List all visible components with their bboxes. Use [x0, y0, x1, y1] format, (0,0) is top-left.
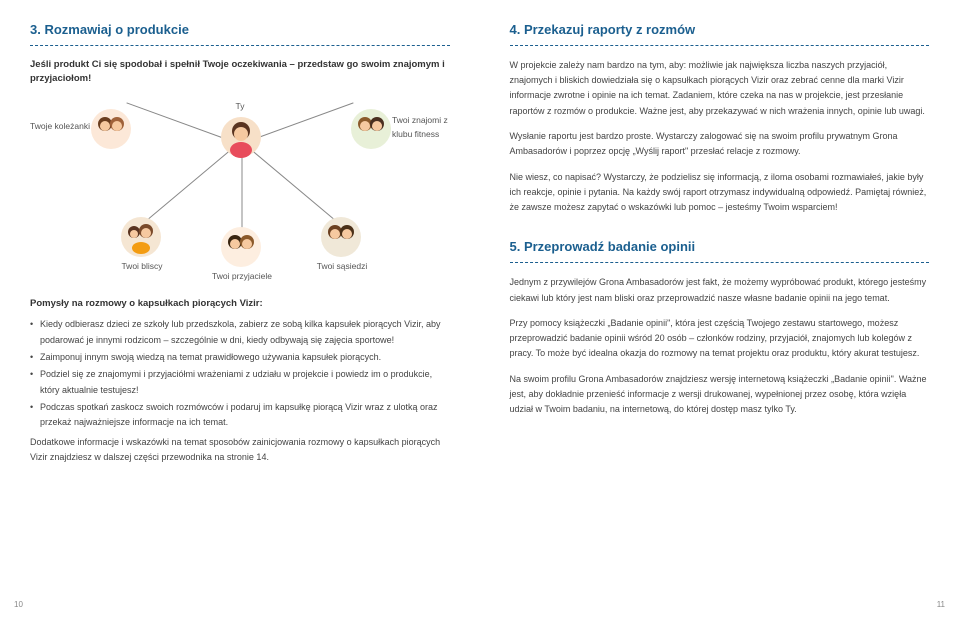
list-item: Podziel się ze znajomymi i przyjaciółmi … — [30, 367, 450, 398]
section-4-p3: Nie wiesz, co napisać? Wystarczy, że pod… — [510, 170, 930, 216]
section-3-heading: 3. Rozmawiaj o produkcie — [30, 20, 450, 46]
page-right: 4. Przekazuj raporty z rozmów W projekci… — [480, 0, 959, 620]
ideas-list: Kiedy odbierasz dzieci ze szkoły lub prz… — [30, 317, 450, 430]
avatar-friends-2 — [220, 226, 262, 268]
label-you: Ty — [200, 100, 280, 114]
avatar-neighbors — [320, 216, 362, 258]
label-colleagues: Twoje koleżanki — [20, 120, 90, 134]
section-3-intro: Jeśli produkt Ci się spodobał i spełnił … — [30, 58, 450, 87]
ideas-subheading: Pomysły na rozmowy o kapsułkach piorącyc… — [30, 296, 450, 311]
section-5-p2: Przy pomocy książeczki „Badanie opinii",… — [510, 316, 930, 362]
avatar-you — [220, 116, 262, 158]
list-item: Zaimponuj innym swoją wiedzą na temat pr… — [30, 350, 450, 365]
list-item: Kiedy odbierasz dzieci ze szkoły lub prz… — [30, 317, 450, 348]
section-5-heading: 5. Przeprowadź badanie opinii — [510, 237, 930, 263]
list-item: Podczas spotkań zaskocz swoich rozmówców… — [30, 400, 450, 431]
page-number-left: 10 — [14, 599, 23, 612]
tail-para: Dodatkowe informacje i wskazówki na tema… — [30, 435, 450, 466]
section-5-p3: Na swoim profilu Grona Ambasadorów znajd… — [510, 372, 930, 418]
avatar-close — [120, 216, 162, 258]
page-number-right: 11 — [937, 599, 945, 612]
label-fitness: Twoi znajomi z klubu fitness — [392, 114, 462, 141]
page-left: 3. Rozmawiaj o produkcie Jeśli produkt C… — [0, 0, 480, 620]
label-neighbors: Twoi sąsiedzi — [302, 260, 382, 274]
friends-diagram: Ty Twoje koleżanki Twoi znajomi z klubu … — [30, 98, 450, 278]
label-friends: Twoi przyjaciele — [202, 270, 282, 284]
section-4-heading: 4. Przekazuj raporty z rozmów — [510, 20, 930, 46]
section-5-p1: Jednym z przywilejów Grona Ambasadorów j… — [510, 275, 930, 306]
avatar-fitness — [350, 108, 392, 150]
avatar-friends-1 — [90, 108, 132, 150]
section-4-p2: Wysłanie raportu jest bardzo proste. Wys… — [510, 129, 930, 160]
section-4-p1: W projekcie zależy nam bardzo na tym, ab… — [510, 58, 930, 119]
label-close: Twoi bliscy — [102, 260, 182, 274]
